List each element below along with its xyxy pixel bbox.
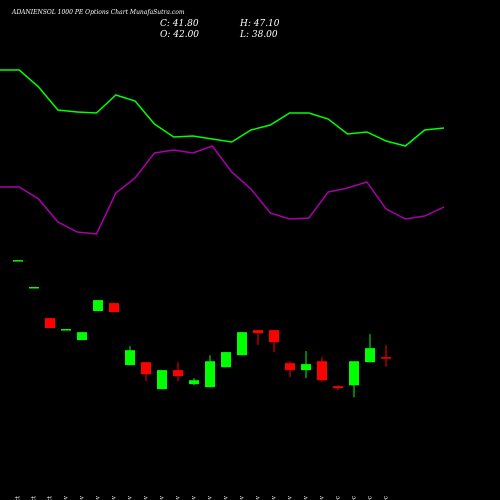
x-tick-label: 12 Nov — [127, 495, 134, 500]
candle-body — [61, 329, 71, 331]
candle-body — [205, 361, 215, 388]
header-high: H: 47.10 — [239, 19, 280, 29]
x-tick-label: 30 Oct — [31, 495, 38, 500]
x-tick-label: 29 Oct — [15, 495, 22, 500]
candle-body — [301, 364, 311, 371]
candle-body — [189, 380, 199, 385]
x-tick-label: 14 Nov — [159, 495, 166, 500]
candle-body — [221, 352, 231, 368]
x-tick-label: 05 Nov — [79, 495, 86, 500]
x-tick-label: 01 Dec — [335, 495, 342, 500]
x-tick-label: 25 Nov — [271, 495, 278, 500]
candle-body — [317, 361, 327, 381]
candle-body — [285, 363, 295, 371]
candle-body — [45, 318, 55, 329]
x-tick-label: 06 Nov — [95, 495, 102, 500]
x-tick-label: 21 Nov — [239, 495, 246, 500]
x-tick-label: 17 Nov — [175, 495, 182, 500]
candle-body — [109, 303, 119, 313]
candle-body — [141, 362, 151, 375]
candle-body — [13, 260, 23, 262]
x-tick-label: 03 Dec — [367, 495, 374, 500]
candle-body — [173, 370, 183, 377]
x-tick-label: 11 Nov — [111, 495, 118, 500]
x-tick-label: 19 Nov — [207, 495, 214, 500]
header-close: C: 41.80 — [160, 19, 199, 29]
candle-body — [93, 300, 103, 312]
x-tick-label: 31 Oct — [47, 495, 54, 500]
x-tick-label: 04 Nov — [63, 495, 70, 500]
x-tick-label: 02 Dec — [351, 495, 358, 500]
candle-body — [269, 330, 279, 343]
chart-title: ADANIENSOL 1000 PE Options Chart MunafaS… — [11, 9, 185, 16]
x-tick-label: 13 Nov — [143, 495, 150, 500]
x-tick-label: 04 Dec — [383, 495, 390, 500]
indicator-line — [0, 145, 445, 235]
x-tick-label: 26 Nov — [287, 495, 294, 500]
candle-body — [157, 370, 167, 390]
x-tick-label: 24 Nov — [255, 495, 262, 500]
x-tick-label: 18 Nov — [191, 495, 198, 500]
indicator-line — [0, 69, 445, 147]
x-tick-label: 20 Nov — [223, 495, 230, 500]
x-tick-label: 27 Nov — [303, 495, 310, 500]
candle-body — [29, 286, 39, 289]
candle-body — [253, 330, 263, 334]
x-tick-label: 28 Nov — [319, 495, 326, 500]
candle-body — [237, 332, 247, 356]
candle-body — [381, 357, 391, 359]
candle-body — [349, 361, 359, 386]
header-low: L: 38.00 — [239, 30, 278, 40]
candle-body — [333, 386, 343, 389]
candle-body — [77, 332, 87, 341]
candle-body — [125, 350, 135, 366]
header-open: O: 42.00 — [160, 30, 199, 40]
candle-body — [365, 348, 375, 363]
